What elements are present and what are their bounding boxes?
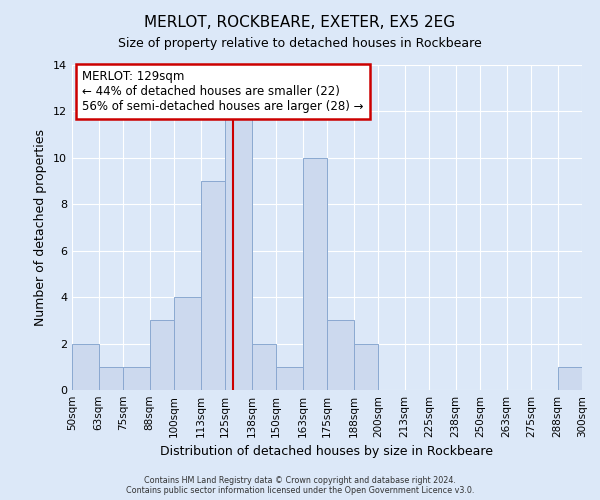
Bar [72,344,98,390]
Bar [123,367,149,390]
Bar [251,344,276,390]
Bar [174,297,200,390]
Bar [200,181,225,390]
Bar [327,320,353,390]
Y-axis label: Number of detached properties: Number of detached properties [34,129,47,326]
X-axis label: Distribution of detached houses by size in Rockbeare: Distribution of detached houses by size … [161,446,493,458]
Text: Contains HM Land Registry data © Crown copyright and database right 2024.
Contai: Contains HM Land Registry data © Crown c… [126,476,474,495]
Text: Size of property relative to detached houses in Rockbeare: Size of property relative to detached ho… [118,38,482,51]
Bar [149,320,174,390]
Bar [353,344,378,390]
Text: MERLOT: 129sqm
← 44% of detached houses are smaller (22)
56% of semi-detached ho: MERLOT: 129sqm ← 44% of detached houses … [82,70,364,112]
Bar [302,158,327,390]
Bar [276,367,302,390]
Text: MERLOT, ROCKBEARE, EXETER, EX5 2EG: MERLOT, ROCKBEARE, EXETER, EX5 2EG [145,15,455,30]
Bar [557,367,582,390]
Bar [225,112,251,390]
Bar [98,367,123,390]
